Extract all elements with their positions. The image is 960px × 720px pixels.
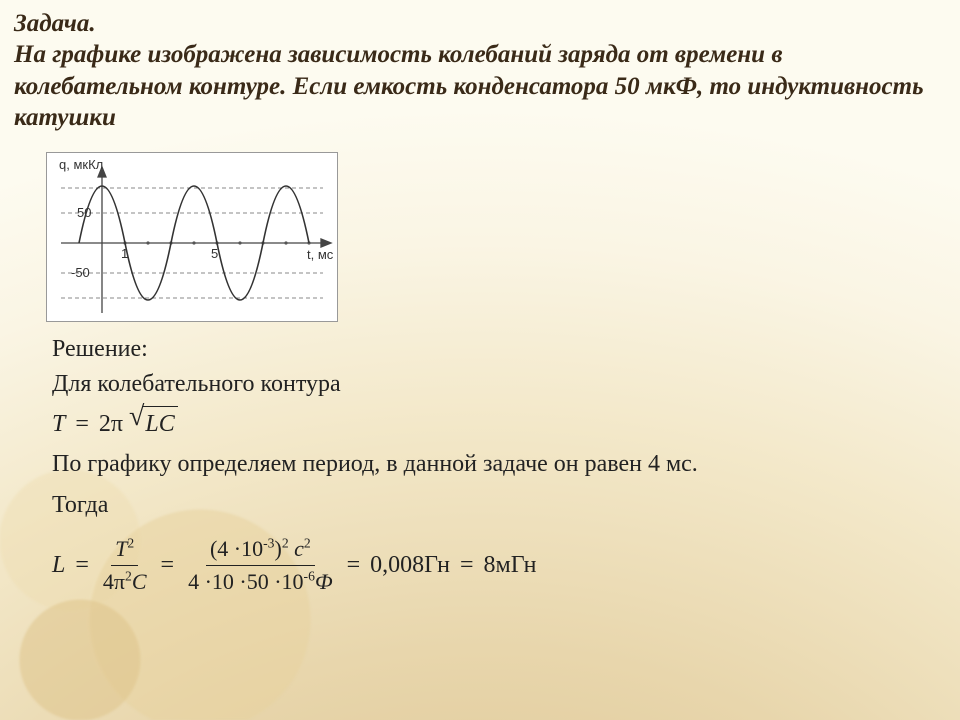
sqrt-LC: √ LC <box>129 406 178 444</box>
num2-a: (4 ·10 <box>210 536 263 561</box>
x-axis-label: t, мс <box>307 247 334 262</box>
var-T: T <box>52 407 65 442</box>
title-body: На графике изображена зависимость колеба… <box>14 41 924 131</box>
num2-c: c <box>289 536 304 561</box>
num2-b-sup: 2 <box>282 536 289 551</box>
frac-T2-4pi2C: T2 4π2C <box>99 533 151 598</box>
den-C: C <box>132 569 147 594</box>
sqrt-arg: LC <box>142 406 177 444</box>
den2-unit: Ф <box>315 569 333 594</box>
result-2: 8мГн <box>484 548 537 583</box>
var-L: L <box>52 548 65 583</box>
ytick-neg: -50 <box>71 265 90 280</box>
formula-L: L = T2 4π2C = (4 ·10-3)2 c2 4 ·10 ·50 ·1… <box>52 533 698 598</box>
solution-block: Решение: Для колебательного контура T = … <box>52 332 698 602</box>
equals-1: = <box>75 407 89 442</box>
graph-svg: q, мкКл t, мс 50 -50 1 5 <box>47 153 337 321</box>
num-T-sup: 2 <box>127 536 134 551</box>
equals-2: = <box>75 548 89 583</box>
solution-line2: По графику определяем период, в данной з… <box>52 447 698 482</box>
coef-2pi: 2π <box>99 407 123 442</box>
den2-sup: -6 <box>304 569 315 584</box>
num2-b: ) <box>274 536 281 561</box>
equals-3: = <box>161 548 175 583</box>
frac-numeric: (4 ·10-3)2 c2 4 ·10 ·50 ·10-6Ф <box>184 533 337 598</box>
solution-line3: Тогда <box>52 488 698 523</box>
den-4pi: 4π <box>103 569 125 594</box>
formula-period: T = 2π √ LC <box>52 406 698 444</box>
den-4pi-sup: 2 <box>125 569 132 584</box>
ytick-pos: 50 <box>77 205 91 220</box>
title-label: Задача. <box>14 10 96 37</box>
solution-heading: Решение: <box>52 332 698 367</box>
equals-4: = <box>347 548 361 583</box>
num2-a-sup: -3 <box>263 536 274 551</box>
result-1: 0,008Гн <box>370 548 450 583</box>
num-T: T <box>115 536 127 561</box>
solution-line1: Для колебательного контура <box>52 367 698 402</box>
y-axis-label: q, мкКл <box>59 157 103 172</box>
den2: 4 ·10 ·50 ·10 <box>188 569 303 594</box>
oscillation-graph: q, мкКл t, мс 50 -50 1 5 <box>46 152 338 322</box>
equals-5: = <box>460 548 474 583</box>
problem-title: Задача. На графике изображена зависимост… <box>14 8 946 133</box>
xtick-1: 1 <box>121 246 128 261</box>
xtick-5: 5 <box>211 246 218 261</box>
num2-c-sup: 2 <box>304 536 311 551</box>
